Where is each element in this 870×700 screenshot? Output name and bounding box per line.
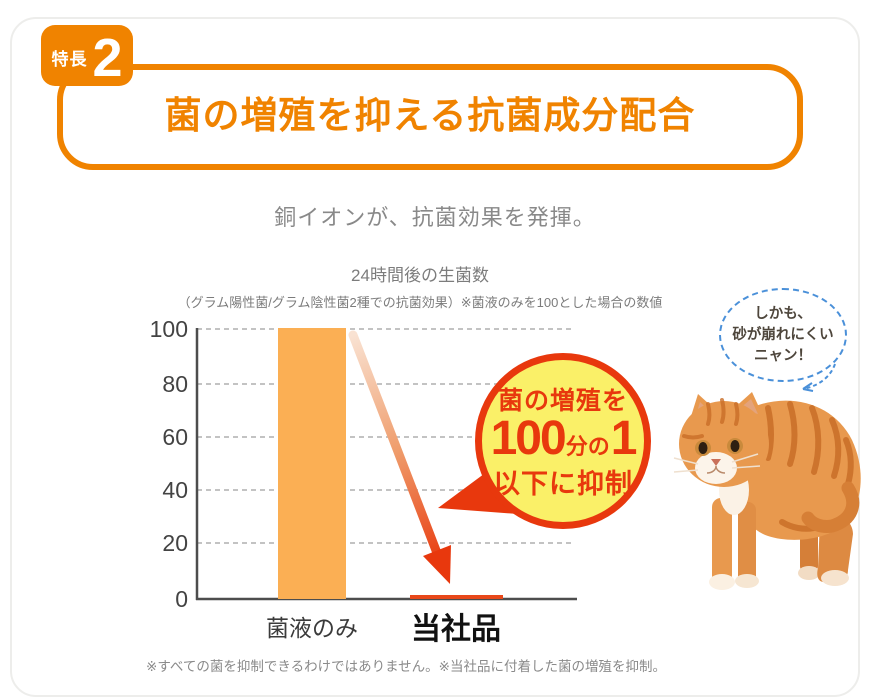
speech-bubble-tail-icon <box>802 363 836 392</box>
bar-bacteria-only <box>278 328 346 599</box>
ytick-0: 0 <box>175 586 188 612</box>
callout-line3: 以下に抑制 <box>493 469 633 500</box>
chart-title: 24時間後の生菌数 <box>351 266 489 285</box>
callout-badge: 菌の増殖を 100 分の 1 以下に抑制 <box>475 353 651 529</box>
chart-header: 24時間後の生菌数 （グラム陽性菌/グラム陰性菌2種での抗菌効果）※菌液のみを1… <box>140 261 700 311</box>
speech-bubble-line2: 砂が崩れにくい <box>732 326 834 343</box>
page-title: 菌の増殖を抑える抗菌成分配合 <box>164 95 696 136</box>
category-label-bacteria-only: 菌液のみ <box>266 615 358 641</box>
decrease-arrow <box>348 330 451 584</box>
ytick-40: 40 <box>162 477 188 503</box>
cat-photo <box>673 392 861 590</box>
feature-badge-number: 2 <box>92 27 123 88</box>
axes <box>195 328 577 601</box>
callout-bunno: 分の <box>565 434 610 459</box>
page-border-card <box>10 17 860 697</box>
callout-line1: 菌の増殖を <box>497 387 628 415</box>
subtitle: 銅イオンが、抗菌効果を発揮。 <box>274 205 596 230</box>
speech-bubble-line3: ニャン！ <box>754 347 812 364</box>
callout-100: 100 <box>490 412 567 465</box>
chart-axes-and-arrow <box>195 328 577 601</box>
bar-chart-plot: 100 80 60 40 20 0 <box>140 315 620 615</box>
title-banner: 菌の増殖を抑える抗菌成分配合 <box>57 64 803 170</box>
speech-bubble: しかも、 砂が崩れにくい ニャン！ <box>719 288 847 382</box>
speech-bubble-line1: しかも、 <box>754 305 812 322</box>
ytick-100: 100 <box>149 316 188 342</box>
callout-line2: 100 分の 1 <box>482 412 644 465</box>
chart-subtitle: （グラム陽性菌/グラム陰性菌2種での抗菌効果）※菌液のみを100とした場合の数値 <box>177 295 663 310</box>
footnote: ※すべての菌を抑制できるわけではありません。※当社品に付着した菌の増殖を抑制。 <box>146 659 666 674</box>
ytick-80: 80 <box>162 371 188 397</box>
category-label-our-product: 当社品 <box>411 613 501 646</box>
bar-our-product <box>410 595 503 599</box>
feature-badge-label: 特長 <box>51 50 88 69</box>
feature-badge: 特長 2 <box>41 25 133 86</box>
callout-1: 1 <box>610 412 638 465</box>
ytick-60: 60 <box>162 424 188 450</box>
ytick-20: 20 <box>162 530 188 556</box>
